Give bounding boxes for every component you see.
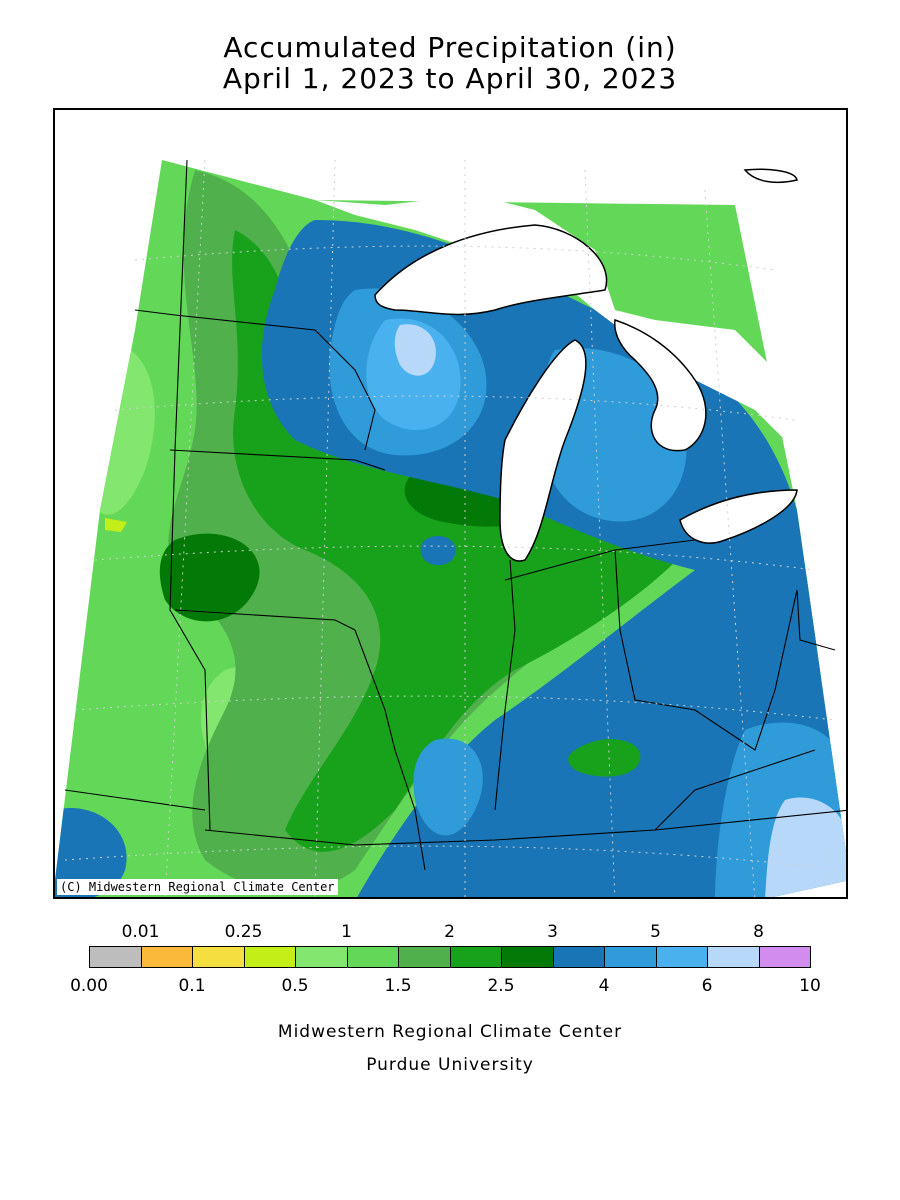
legend-tick-bottom: 2.5 [487,976,515,996]
lake-erie [679,489,798,544]
legend-swatch [758,946,811,968]
legend-swatch [295,946,348,968]
legend-tick-top: 5 [650,922,661,942]
legend-tick-bottom: 4 [598,976,610,996]
legend-swatch [707,946,760,968]
lake-superior [374,224,608,316]
legend-tick-top: 2 [444,922,455,942]
legend-tick-bottom: 10 [799,976,821,996]
legend-swatch [346,946,399,968]
legend-tick-top: 0.01 [121,922,160,942]
legend-swatch [192,946,245,968]
legend-swatch [243,946,296,968]
legend-tick-bottom: 0.5 [281,976,309,996]
legend-swatch [89,946,142,968]
lake-ontario [743,168,798,183]
map-copyright: (C) Midwestern Regional Climate Center [57,879,338,895]
map-title: Accumulated Precipitation (in) [223,31,677,64]
legend-swatch [501,946,554,968]
legend-tick-bottom: 0.1 [178,976,206,996]
legend-swatch [449,946,502,968]
precipitation-map: (C) Midwestern Regional Climate Center [53,108,848,899]
legend-swatch [398,946,451,968]
legend-tick-bottom: 0.00 [70,976,108,996]
graticule [64,159,846,897]
legend-tick-top: 0.25 [224,922,263,942]
legend-tick-top: 3 [547,922,558,942]
legend-swatch [604,946,657,968]
legend-swatch [552,946,605,968]
legend-swatch [140,946,193,968]
legend-swatch [655,946,708,968]
footer-org: Midwestern Regional Climate Center [277,1022,623,1042]
state-borders [64,159,846,871]
legend-tick-top: 1 [341,922,352,942]
footer-university: Purdue University [366,1055,534,1075]
legend-tick-bottom: 6 [701,976,713,996]
map-date-range: April 1, 2023 to April 30, 2023 [222,62,678,95]
legend-tick-bottom: 1.5 [384,976,412,996]
lake-huron [614,319,707,452]
great-lakes [315,168,798,562]
lake-michigan [499,339,587,562]
precip-legend [89,946,811,970]
legend-tick-top: 8 [753,922,764,942]
map-canvas [55,159,846,897]
